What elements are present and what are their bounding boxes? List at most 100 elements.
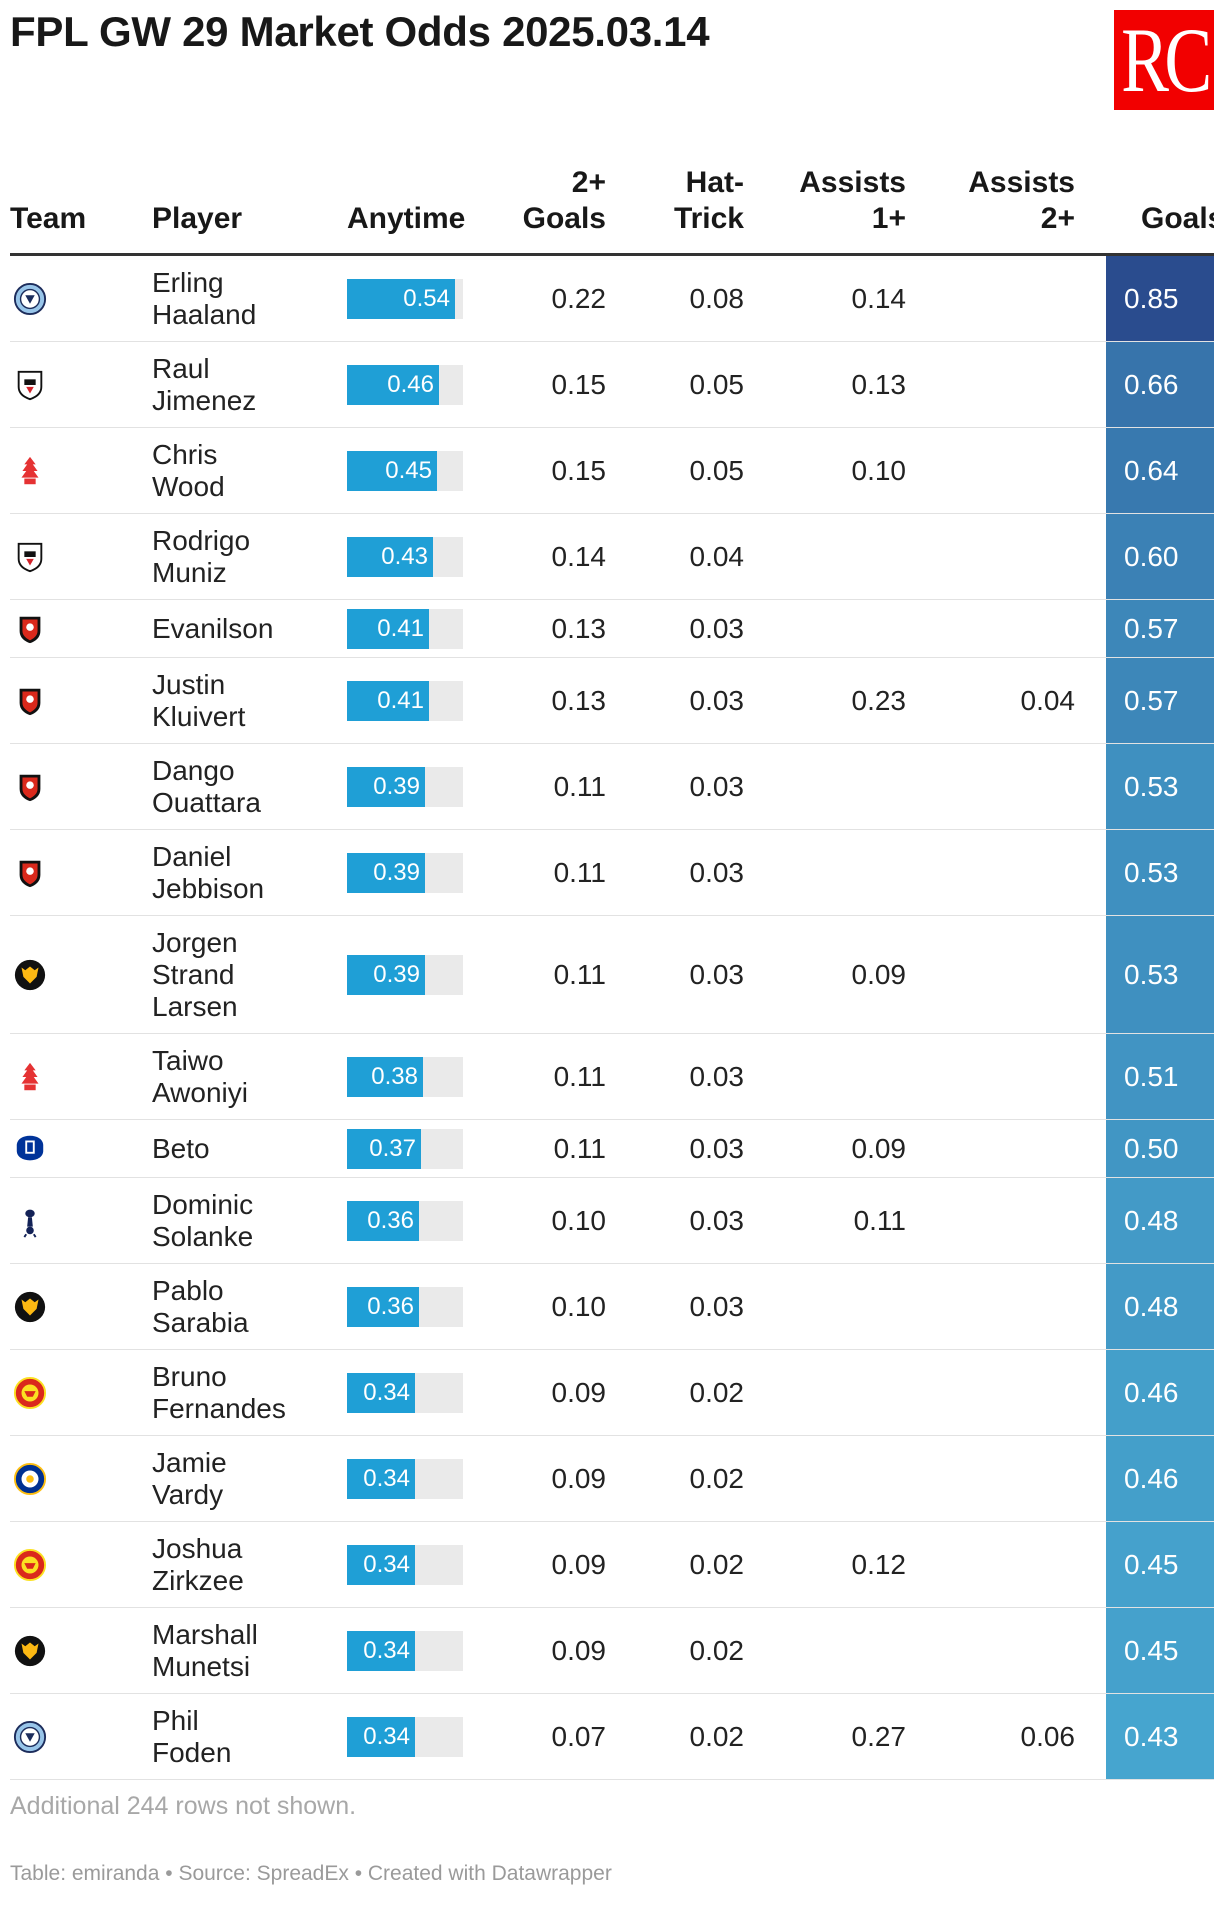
anytime-value: 0.41 bbox=[377, 686, 424, 714]
assists2-value bbox=[915, 1034, 1075, 1119]
goals2-value: 0.07 bbox=[551, 1720, 607, 1752]
assists2-value bbox=[915, 1178, 1075, 1263]
anytime-bar bbox=[347, 1200, 419, 1241]
bournemouth-crest-icon bbox=[12, 769, 48, 805]
player-cell: Raul Jimenez bbox=[152, 342, 342, 427]
header-team[interactable]: Team bbox=[10, 202, 87, 235]
team-cell bbox=[10, 1608, 70, 1693]
player-name-part: Muniz bbox=[152, 556, 227, 588]
table-row: Pablo Sarabia 0.36 0.10 0.03 0.48 bbox=[10, 1264, 1214, 1350]
anytime-cell: 0.39 bbox=[347, 916, 463, 1033]
player-name-part: Erling bbox=[152, 266, 224, 298]
team-cell bbox=[10, 916, 70, 1033]
hattrick-value: 0.03 bbox=[689, 1290, 745, 1322]
goals2-value: 0.15 bbox=[551, 368, 607, 400]
team-cell bbox=[10, 830, 70, 915]
anytime-value: 0.34 bbox=[363, 1378, 410, 1406]
anytime-bar bbox=[347, 1716, 415, 1757]
anytime-cell: 0.36 bbox=[347, 1264, 463, 1349]
player-cell: Justin Kluivert bbox=[152, 658, 342, 743]
header-assists-2plus[interactable]: Assists 2+ bbox=[915, 165, 1075, 237]
anytime-bar bbox=[347, 1056, 423, 1097]
player-name-part: Daniel bbox=[152, 840, 232, 872]
anytime-bar-track: 0.46 bbox=[347, 364, 463, 405]
player-cell: Marshall Munetsi bbox=[152, 1608, 342, 1693]
goals-value: 0.57 bbox=[1106, 658, 1214, 743]
hattrick-value: 0.02 bbox=[689, 1720, 745, 1752]
goals-value: 0.46 bbox=[1106, 1350, 1214, 1435]
anytime-bar bbox=[347, 364, 439, 405]
goals2-value: 0.09 bbox=[551, 1548, 607, 1580]
anytime-bar bbox=[347, 852, 425, 893]
team-cell bbox=[10, 1522, 70, 1607]
player-cell: Joshua Zirkzee bbox=[152, 1522, 342, 1607]
table-row: Daniel Jebbison 0.39 0.11 0.03 0.53 bbox=[10, 830, 1214, 916]
bournemouth-crest-icon bbox=[12, 683, 48, 719]
assists1-value: 0.12 bbox=[851, 1548, 907, 1580]
header-hat-trick[interactable]: Hat- Trick bbox=[614, 165, 744, 237]
player-name-part: Sarabia bbox=[152, 1306, 249, 1338]
hattrick-value: 0.03 bbox=[689, 612, 745, 644]
anytime-bar-track: 0.39 bbox=[347, 766, 463, 807]
goals2-value: 0.11 bbox=[553, 958, 606, 990]
assists1-value: 0.27 bbox=[851, 1720, 907, 1752]
anytime-bar bbox=[347, 680, 429, 721]
assists2-value: 0.04 bbox=[1020, 684, 1076, 716]
assists1-value: 0.14 bbox=[851, 282, 907, 314]
player-name-part: Rodrigo bbox=[152, 524, 251, 556]
goals2-value: 0.11 bbox=[553, 1132, 606, 1164]
header-assists-1plus-line1: Assists bbox=[799, 166, 906, 199]
player-name-part: Justin bbox=[152, 668, 226, 700]
assists1-value bbox=[750, 1436, 906, 1521]
header-hat-trick-line2: Trick bbox=[673, 202, 744, 235]
anytime-cell: 0.34 bbox=[347, 1522, 463, 1607]
anytime-value: 0.34 bbox=[363, 1636, 410, 1664]
player-cell: Beto bbox=[152, 1120, 342, 1177]
player-name-part: Awoniyi bbox=[152, 1076, 248, 1108]
player-name-part: Solanke bbox=[152, 1220, 254, 1252]
team-cell bbox=[10, 658, 70, 743]
player-name-part: Fernandes bbox=[152, 1392, 286, 1424]
player-name-part: Marshall bbox=[152, 1618, 258, 1650]
hattrick-value: 0.03 bbox=[689, 1204, 745, 1236]
player-name-part: Ouattara bbox=[152, 786, 261, 818]
header-2plus-goals[interactable]: 2+ Goals bbox=[480, 165, 606, 237]
header-assists-2plus-line2: 2+ bbox=[1040, 202, 1075, 235]
page-title: FPL GW 29 Market Odds 2025.03.14 bbox=[10, 8, 710, 55]
table-row: Taiwo Awoniyi 0.38 0.11 0.03 0.51 bbox=[10, 1034, 1214, 1120]
assists1-value: 0.11 bbox=[853, 1204, 906, 1236]
header-assists-1plus[interactable]: Assists 1+ bbox=[750, 165, 906, 237]
goals2-value: 0.09 bbox=[551, 1634, 607, 1666]
hattrick-value: 0.08 bbox=[689, 282, 745, 314]
player-name-part: Haaland bbox=[152, 298, 257, 330]
anytime-bar bbox=[347, 1630, 415, 1671]
hattrick-value: 0.02 bbox=[689, 1376, 745, 1408]
goals-value: 0.53 bbox=[1106, 916, 1214, 1033]
table-row: Beto 0.37 0.11 0.03 0.09 0.50 bbox=[10, 1120, 1214, 1178]
goals2-value: 0.09 bbox=[551, 1462, 607, 1494]
header-goals[interactable]: Goals bbox=[1141, 202, 1214, 235]
logo-text: RC bbox=[1120, 10, 1212, 110]
team-cell bbox=[10, 342, 70, 427]
everton-crest-icon bbox=[12, 1131, 48, 1167]
header-anytime[interactable]: Anytime bbox=[347, 202, 466, 235]
table-row: Evanilson 0.41 0.13 0.03 0.57 bbox=[10, 600, 1214, 658]
player-cell: Rodrigo Muniz bbox=[152, 514, 342, 599]
team-cell bbox=[10, 428, 70, 513]
goals-value: 0.85 bbox=[1106, 256, 1214, 341]
anytime-bar bbox=[347, 278, 455, 319]
anytime-value: 0.54 bbox=[403, 284, 450, 312]
player-name-part: Jorgen bbox=[152, 926, 238, 958]
team-cell bbox=[10, 1350, 70, 1435]
player-name-part: Evanilson bbox=[152, 612, 274, 644]
source-footer: Table: emiranda • Source: SpreadEx • Cre… bbox=[10, 1862, 612, 1885]
man-city-crest-icon bbox=[12, 281, 48, 317]
player-name-part: Taiwo bbox=[152, 1044, 224, 1076]
man-united-crest-icon bbox=[12, 1547, 48, 1583]
anytime-cell: 0.54 bbox=[347, 256, 463, 341]
player-name-part: Pablo bbox=[152, 1274, 224, 1306]
header-player[interactable]: Player bbox=[152, 202, 243, 235]
table-row: Erling Haaland 0.54 0.22 0.08 0.14 0.85 bbox=[10, 256, 1214, 342]
player-cell: Taiwo Awoniyi bbox=[152, 1034, 342, 1119]
player-cell: Dango Ouattara bbox=[152, 744, 342, 829]
